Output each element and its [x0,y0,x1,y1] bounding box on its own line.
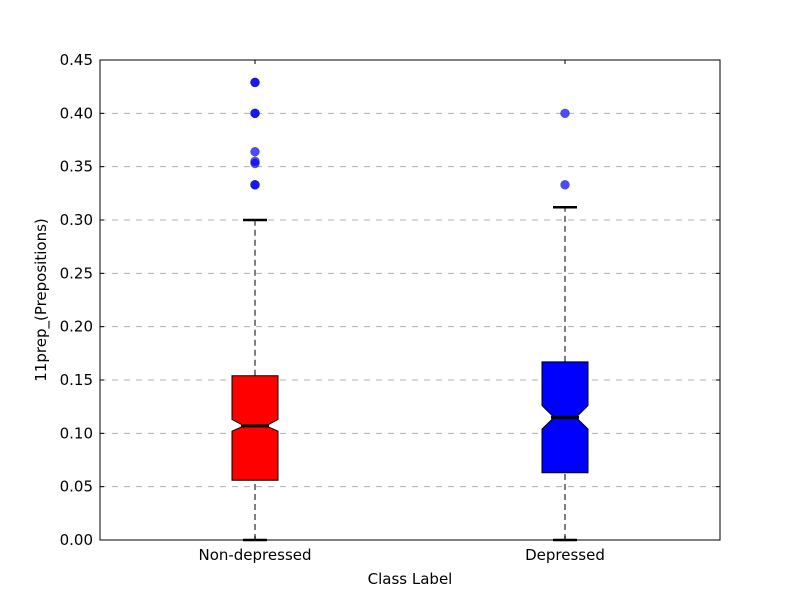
outlier-point [560,108,570,119]
outlier-point [250,156,260,167]
y-tick-label: 0.10 [60,424,93,442]
x-tick-label: Depressed [525,546,605,564]
outlier-point [250,146,260,157]
boxes [231,205,589,542]
outlier-point [560,180,570,190]
x-tick-label: Non-depressed [198,546,311,564]
box-depressed [541,205,589,542]
outlier-point [250,108,260,119]
grid-lines [100,112,720,488]
plot-frame [99,59,721,541]
x-axis-label: Class Label [368,570,453,588]
y-tick-label: 0.40 [60,104,93,122]
axis-ticks: 0.00 0.05 0.10 0.15 0.20 0.25 0.30 0.35 0.40 0.45… [60,51,720,564]
y-tick-label: 0.20 [60,318,93,336]
y-axis-label: 11prep_(Prepositions) [32,218,51,381]
outlier-point [250,77,260,88]
y-tick-label: 0.30 [60,211,93,229]
y-tick-label: 0.15 [60,371,93,389]
outliers [250,77,570,190]
box-non-depressed [231,218,279,542]
y-tick-label: 0.25 [60,264,93,282]
outlier-point [250,180,260,190]
y-tick-label: 0.00 [60,531,93,549]
notched-box [231,375,279,481]
y-tick-label: 0.45 [60,51,93,69]
y-tick-label: 0.35 [60,158,93,176]
y-tick-label: 0.05 [60,478,93,496]
